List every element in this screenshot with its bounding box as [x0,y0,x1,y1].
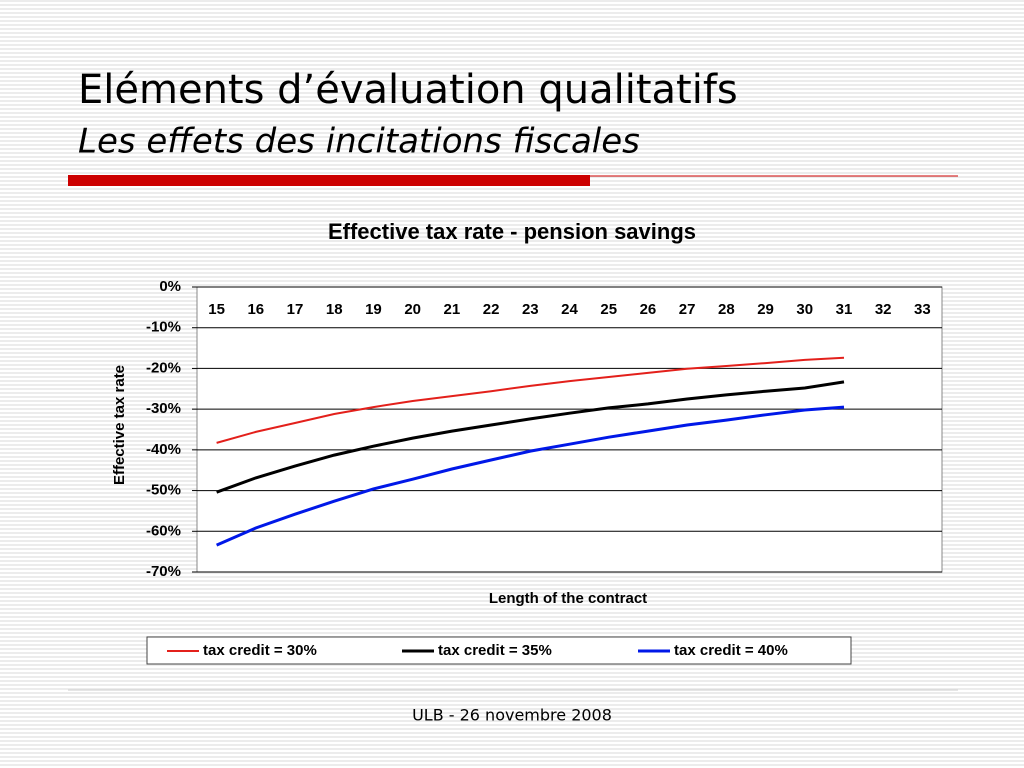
x-tick-label: 17 [287,301,304,318]
x-tick-label: 28 [718,301,735,318]
legend-label: tax credit = 35% [438,642,552,659]
y-tick-label: -60% [146,522,181,539]
chart-title: Effective tax rate - pension savings [328,219,696,244]
x-tick-label: 21 [444,301,461,318]
slide-title: Eléments d’évaluation qualitatifs [78,67,738,113]
y-tick-label: -70% [146,563,181,580]
legend-label: tax credit = 30% [203,642,317,659]
x-tick-label: 18 [326,301,343,318]
series-line [216,405,845,547]
x-tick-label: 23 [522,301,539,318]
x-tick-label: 22 [483,301,500,318]
x-tick-label: 24 [561,301,578,318]
x-tick-label: 32 [875,301,892,318]
series-line [216,380,845,494]
x-tick-label: 31 [836,301,853,318]
legend [146,636,852,665]
y-tick-label: -30% [146,400,181,417]
x-tick-label: 33 [914,301,931,318]
footer: ULB - 26 novembre 2008 [412,706,612,725]
x-tick-label: 30 [796,301,813,318]
title-bar [68,175,590,186]
x-tick-label: 27 [679,301,696,318]
x-tick-label: 26 [640,301,657,318]
y-axis-label: Effective tax rate [111,365,128,485]
x-tick-label: 16 [247,301,264,318]
x-tick-label: 29 [757,301,774,318]
y-tick-label: -40% [146,441,181,458]
legend-label: tax credit = 40% [674,642,788,659]
plot-area [196,286,943,573]
x-tick-label: 15 [208,301,225,318]
series-line [216,356,845,444]
y-tick-label: 0% [159,278,181,295]
y-tick-label: -20% [146,359,181,376]
x-tick-label: 20 [404,301,421,318]
y-tick-label: -50% [146,482,181,499]
x-tick-label: 19 [365,301,382,318]
slide-subtitle: Les effets des incitations fiscales [78,122,640,162]
x-tick-label: 25 [600,301,617,318]
y-tick-label: -10% [146,319,181,336]
x-axis-label: Length of the contract [489,590,647,607]
